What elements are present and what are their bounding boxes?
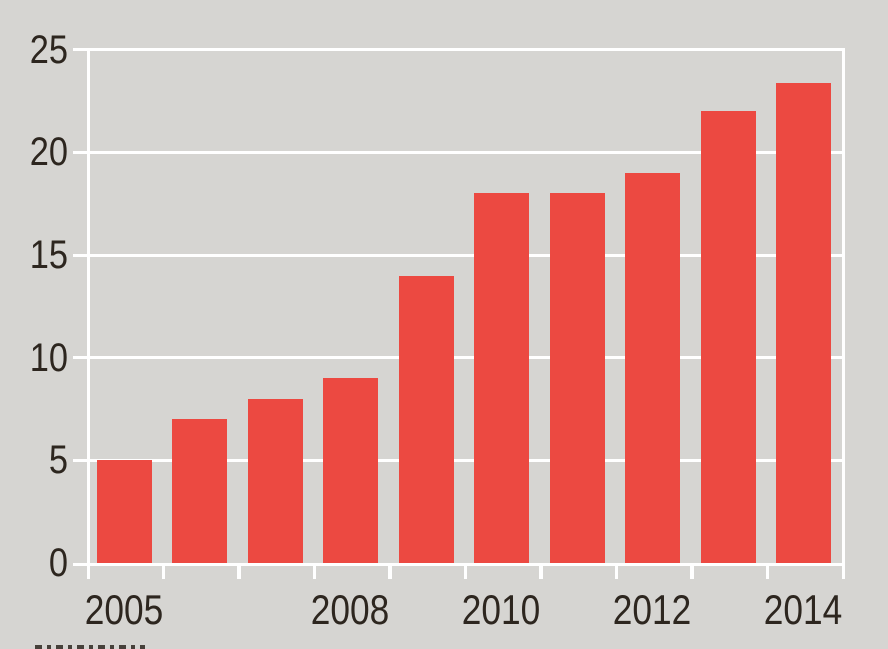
bar-2011 [549, 193, 605, 563]
y-tick-label-5: 5 [48, 438, 68, 483]
y-tick-label-25: 25 [29, 27, 68, 72]
bar-2008 [323, 378, 378, 563]
x-tick-9 [765, 563, 770, 579]
x-tick-label-2010: 2010 [462, 586, 541, 633]
x-tick-label-2014: 2014 [764, 586, 843, 633]
x-tick-label-2008: 2008 [311, 586, 390, 633]
gridline-25 [73, 48, 845, 52]
clipped-text-artifact [35, 645, 145, 649]
y-tick-label-10: 10 [29, 335, 68, 380]
y-tick-label-0: 0 [48, 541, 68, 585]
gridline-20 [73, 150, 845, 154]
bar-2009 [398, 275, 454, 563]
x-tick-2 [237, 563, 241, 579]
x-tick-6 [539, 563, 543, 579]
gridline-10 [73, 356, 845, 360]
gridline-5 [73, 458, 845, 462]
x-tick-label-2005: 2005 [84, 586, 163, 633]
y-tick-label-15: 15 [29, 233, 68, 278]
x-tick-3 [312, 563, 317, 579]
gridline-0 [73, 563, 845, 567]
y-axis-line [86, 49, 90, 579]
bar-2010 [474, 193, 529, 563]
bar-2005 [96, 460, 152, 563]
bar-2007 [247, 398, 303, 563]
bar-2013 [700, 111, 756, 563]
bar-2014 [776, 82, 831, 563]
bar-2006 [172, 419, 227, 563]
x-tick-label-2012: 2012 [613, 586, 692, 633]
x-tick-1 [161, 563, 166, 579]
gridline-15 [73, 253, 845, 257]
x-tick-4 [388, 563, 392, 579]
x-tick-8 [690, 563, 694, 579]
bar-2012 [625, 172, 680, 563]
x-tick-5 [463, 563, 468, 579]
x-tick-7 [614, 563, 619, 579]
plot-right-border [841, 49, 845, 579]
y-tick-label-20: 20 [29, 130, 68, 175]
